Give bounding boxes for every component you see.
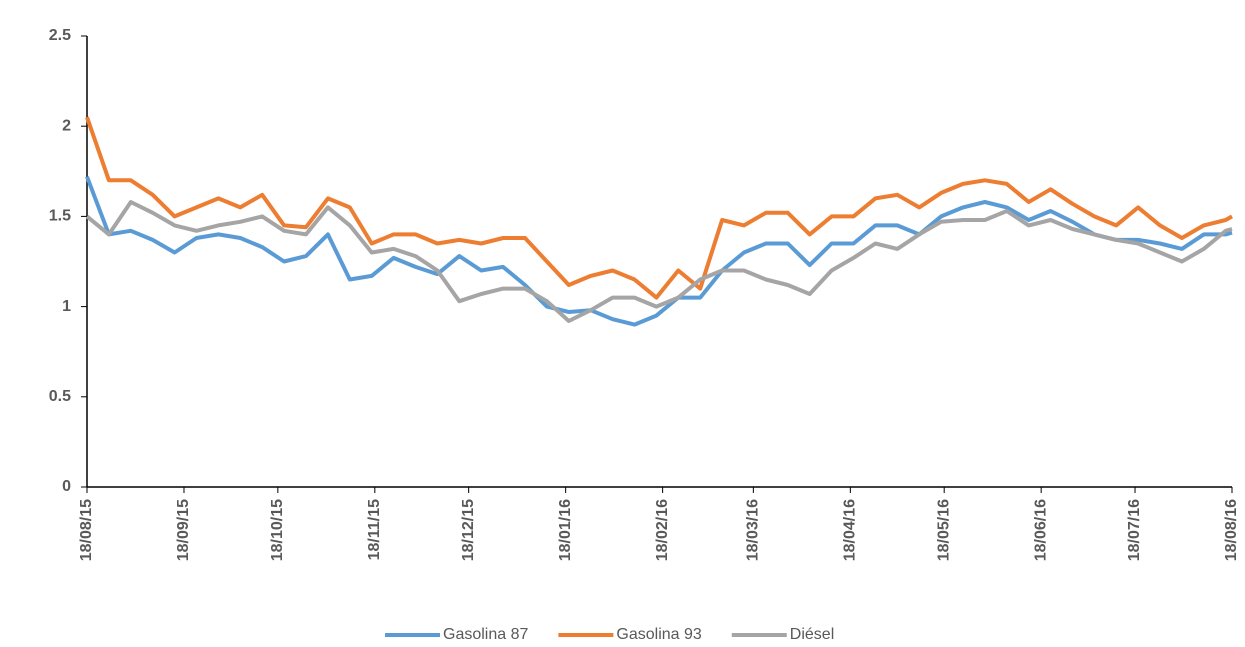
legend-label: Gasolina 93	[616, 626, 701, 643]
x-tick-label: 18/11/15	[366, 499, 383, 561]
x-tick-label: 18/06/16	[1032, 499, 1049, 561]
x-tick-label: 18/01/16	[557, 499, 574, 561]
x-tick-label: 18/09/15	[175, 499, 192, 561]
y-tick-label: 1.5	[49, 208, 71, 225]
x-tick-label: 18/08/15	[78, 499, 95, 561]
legend-label: Diésel	[790, 626, 834, 643]
series-line	[85, 200, 1233, 323]
series-line	[85, 175, 1233, 327]
x-tick-label: 18/07/16	[1126, 499, 1143, 561]
x-tick-label: 18/05/16	[935, 499, 952, 561]
x-tick-label: 18/12/15	[460, 499, 477, 561]
series-line	[85, 116, 1233, 300]
y-tick-label: 0.5	[49, 388, 71, 405]
y-tick-label: 2	[62, 117, 71, 134]
y-tick-label: 1	[62, 298, 71, 315]
legend: Gasolina 87 Gasolina 93 Diésel	[385, 626, 834, 643]
y-tick-label: 2.5	[49, 27, 71, 44]
x-tick-label: 18/03/16	[745, 499, 762, 561]
x-tick-label: 18/10/15	[269, 499, 286, 561]
x-tick-label: 18/02/16	[654, 499, 671, 561]
y-tick-label: 0	[62, 478, 71, 495]
x-tick-label: 18/08/16	[1223, 499, 1240, 561]
legend-label: Gasolina 87	[443, 626, 528, 643]
x-tick-label: 18/04/16	[842, 499, 859, 561]
